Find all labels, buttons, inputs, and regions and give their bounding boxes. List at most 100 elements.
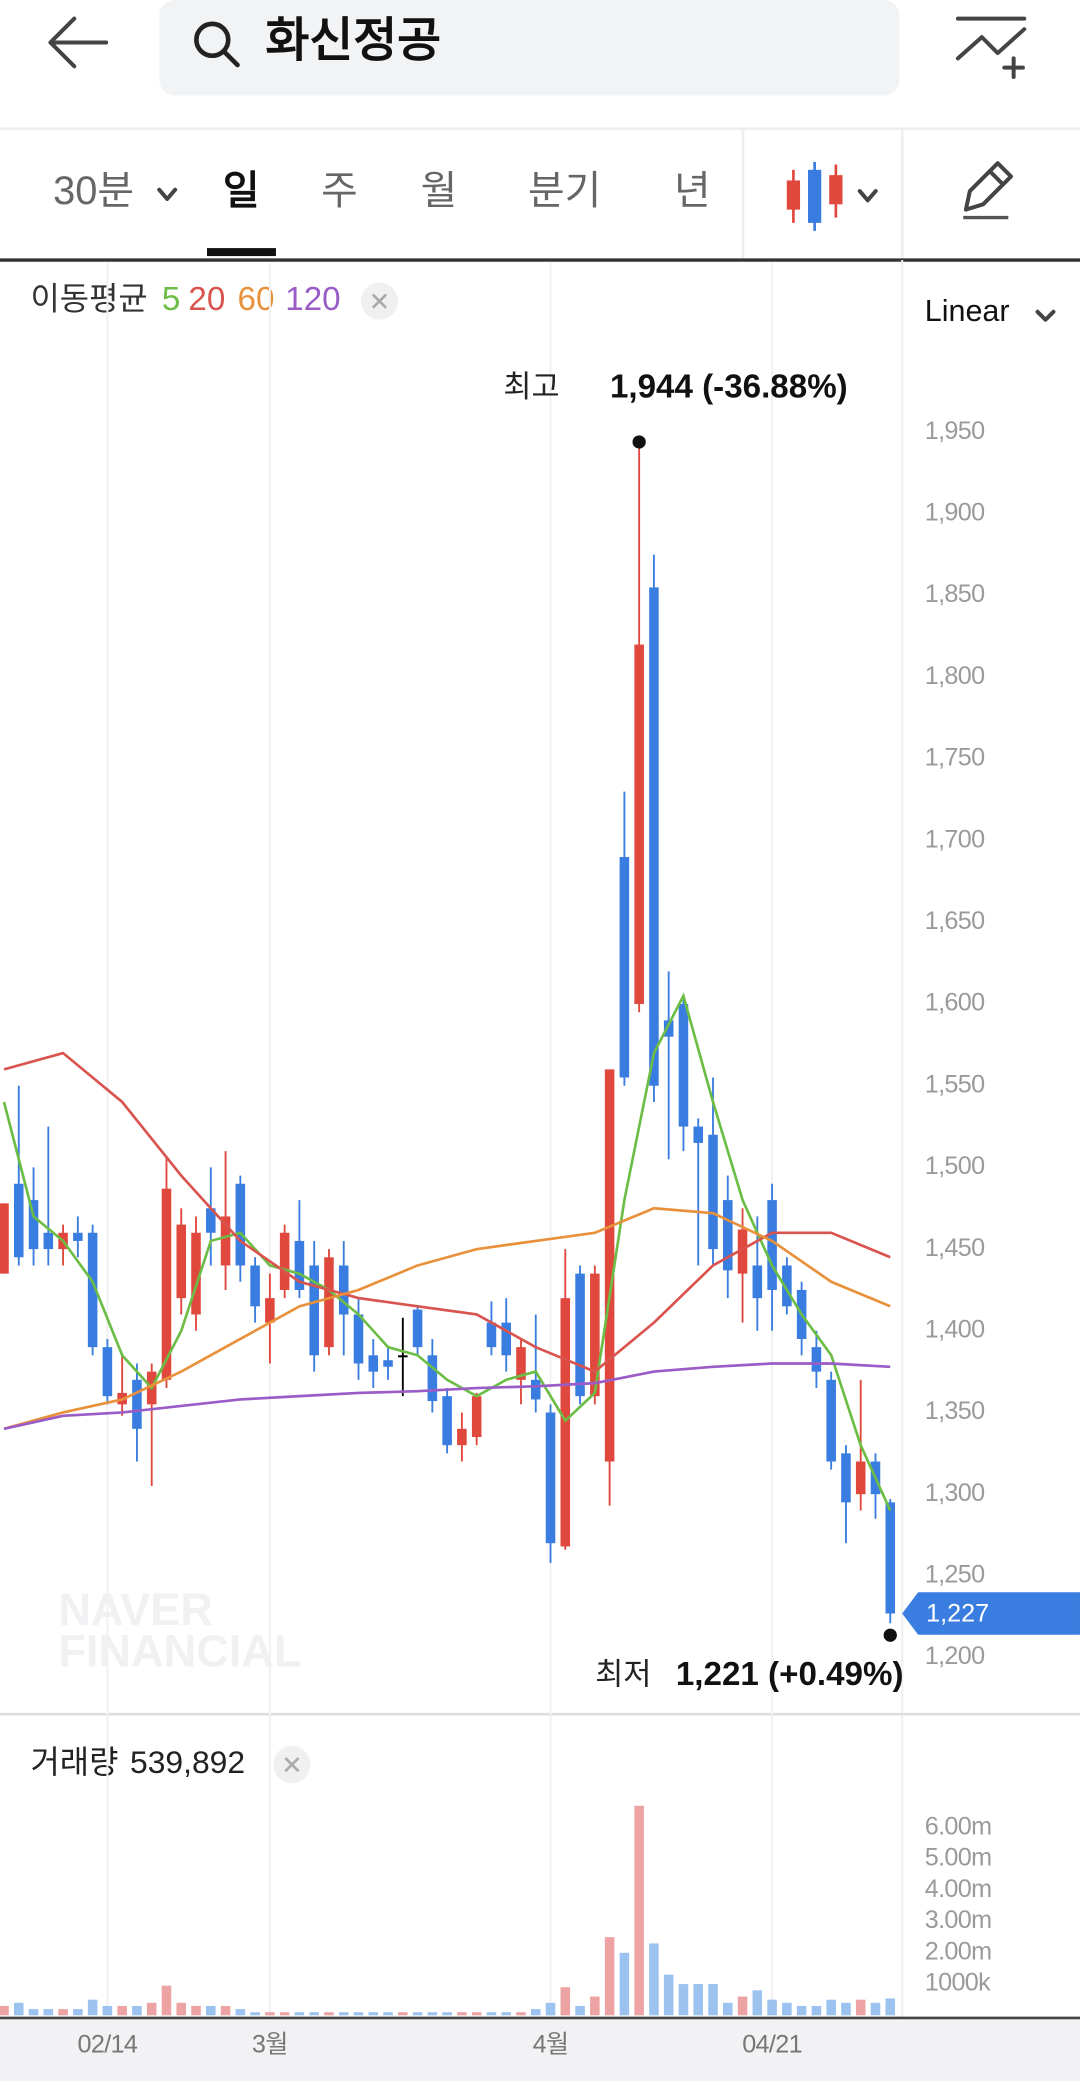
price-plot [0,441,896,1624]
candle-body [545,1412,556,1544]
search-query[interactable]: 화신정공 [265,14,441,67]
volume-bar [811,2005,822,2016]
volume-bar [324,2012,334,2016]
candle-body [102,1347,113,1397]
volume-bar [28,2009,39,2016]
candle-body [841,1453,851,1503]
volume-bar [250,2012,260,2016]
volume-bar [737,1996,748,2016]
close-volume-button[interactable] [273,1745,311,1784]
search-box[interactable] [159,0,900,96]
volume-bar [191,2005,201,2016]
candle-body [161,1188,172,1380]
y-tick-label: 1,600 [925,989,985,1017]
candle-body [43,1232,54,1250]
tab-underline [206,248,276,257]
volume-bar [575,2005,585,2016]
overlay: 02/14 3월 4월 04/21 1,200 1,250 1,300 1,350 1,400 1… [78,369,1080,2058]
volume-bar [782,2002,792,2016]
volume-bar [796,2005,807,2016]
period-tab[interactable]: 월 [421,169,458,213]
candle-body [723,1200,733,1271]
y-tick-label: 1,750 [925,744,985,772]
y-tick-label: 1,400 [925,1315,985,1343]
chevron [1035,309,1056,322]
volume-bar [294,2012,305,2016]
volume-bar [501,2012,511,2016]
candle-body [294,1240,305,1290]
candle-body [398,1355,408,1358]
close-ma-button[interactable] [360,282,399,320]
volume-bar [693,1984,704,2016]
y-tick-label: 1,200 [925,1642,985,1670]
low-label: 최저 [595,1657,651,1691]
volume-bar [604,1937,615,2016]
candle-body [383,1360,393,1367]
period-tab[interactable]: 30분 [53,169,134,213]
y-tick-label: 3.00m [925,1906,992,1934]
back-button[interactable] [48,16,109,69]
chart-style-button[interactable] [786,161,878,231]
candle-body [220,1216,231,1266]
price-tag-label: 1,227 [926,1599,989,1627]
volume-bar [870,2002,881,2016]
volume-bar [560,1987,571,2016]
candle-body [530,1379,541,1400]
y-tick-label: 6.00m [925,1812,992,1840]
moving-average-line [3,1362,891,1431]
volume-bar [58,2009,68,2016]
draw-button[interactable] [963,161,1013,220]
volume-bar [117,2005,127,2016]
compare-button[interactable] [955,16,1027,79]
volume-bar [841,2002,851,2016]
ma-legend-item: 60 [238,281,275,318]
candle-body [855,1461,866,1495]
volume-bar [87,1999,98,2016]
x-axis-band [0,2017,1080,2081]
volume-bar [398,2012,408,2016]
candle-body [619,856,630,1078]
volume-latest: 539,892 [130,1744,245,1780]
ma-legend-title: 이동평균 [31,281,148,317]
candle-body [265,1298,275,1323]
volume-bar [43,2009,54,2016]
volume-plot [0,1805,896,2016]
chevron [157,187,178,202]
candle-body [885,1502,896,1614]
scale-mode[interactable]: Linear [925,294,1010,328]
volume-bar [457,2012,467,2016]
volume-bar [723,2002,733,2016]
candle-body [737,1229,748,1274]
candle-body [279,1232,290,1290]
volume-bar [176,2002,187,2016]
candle-body [767,1200,777,1290]
candle-body [368,1355,379,1372]
period-tab[interactable]: 일 [223,169,260,213]
y-tick-label: 1,350 [925,1397,985,1425]
y-tick-label: 1,800 [925,662,985,690]
period-tab[interactable]: 분기 [528,169,601,213]
period-tab[interactable]: 주 [321,169,358,213]
ma-legend-item: 5 [162,281,180,318]
candle-body [0,1203,9,1274]
candle-body [575,1273,585,1397]
period-tab[interactable]: 년 [674,169,711,213]
x-tick-label: 02/14 [78,2030,138,2058]
volume-bar [412,2012,423,2016]
volume-title: 거래량 [31,1744,119,1780]
volume-bar [13,2002,24,2016]
candle-body [206,1208,216,1233]
volume-bar [678,1984,689,2016]
volume-bar [649,1943,659,2016]
watermark: FINANCIAL [58,1625,301,1676]
low-marker [883,1628,897,1642]
y-tick-label: 1,950 [925,417,985,445]
volume-bar [855,1999,866,2016]
volume-bar [663,1974,674,2016]
y-tick-label: 1,700 [925,825,985,853]
y-tick-label: 1,300 [925,1479,985,1507]
candle-body [73,1232,83,1241]
volume-bar [708,1984,718,2016]
volume-bar [353,2012,364,2016]
